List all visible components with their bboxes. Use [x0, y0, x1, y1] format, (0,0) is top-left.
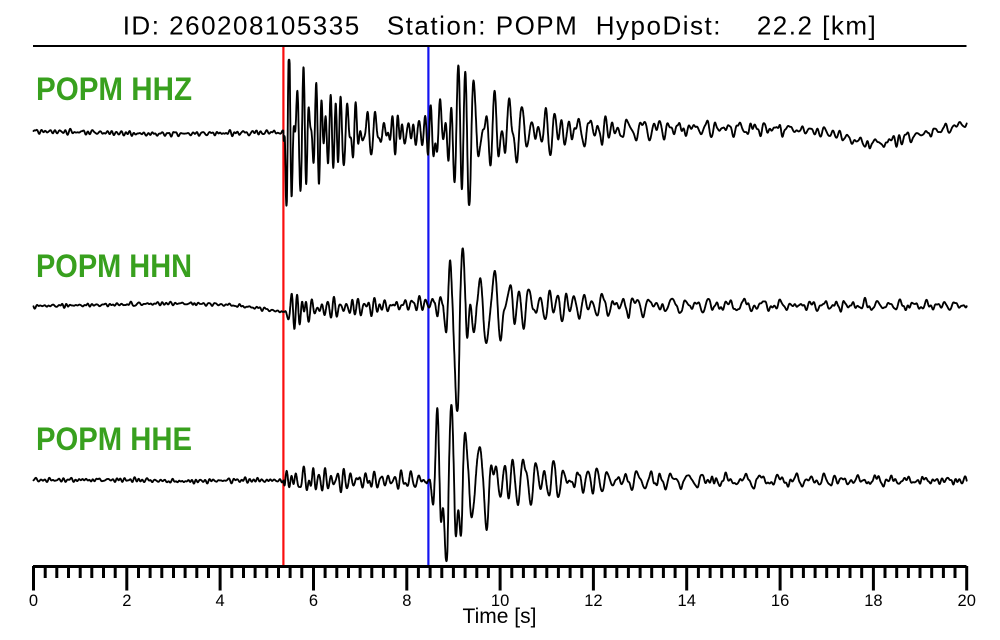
svg-text:4: 4	[216, 592, 225, 610]
svg-text:ID: 260208105335 Station: PO: ID: 260208105335 Station: POPM HypoDist:…	[123, 11, 878, 41]
svg-text:16: 16	[771, 592, 789, 610]
svg-text:8: 8	[402, 592, 411, 610]
svg-text:14: 14	[678, 592, 696, 610]
svg-text:Time [s]: Time [s]	[463, 605, 537, 628]
svg-text:18: 18	[864, 592, 882, 610]
svg-text:12: 12	[584, 592, 602, 610]
svg-text:2: 2	[122, 592, 131, 610]
svg-text:6: 6	[309, 592, 318, 610]
svg-text:POPM HHE: POPM HHE	[36, 421, 192, 457]
svg-text:0: 0	[29, 592, 38, 610]
svg-text:20: 20	[958, 592, 976, 610]
svg-text:POPM HHZ: POPM HHZ	[36, 71, 192, 107]
svg-text:10: 10	[491, 592, 509, 610]
svg-text:POPM HHN: POPM HHN	[36, 248, 192, 284]
